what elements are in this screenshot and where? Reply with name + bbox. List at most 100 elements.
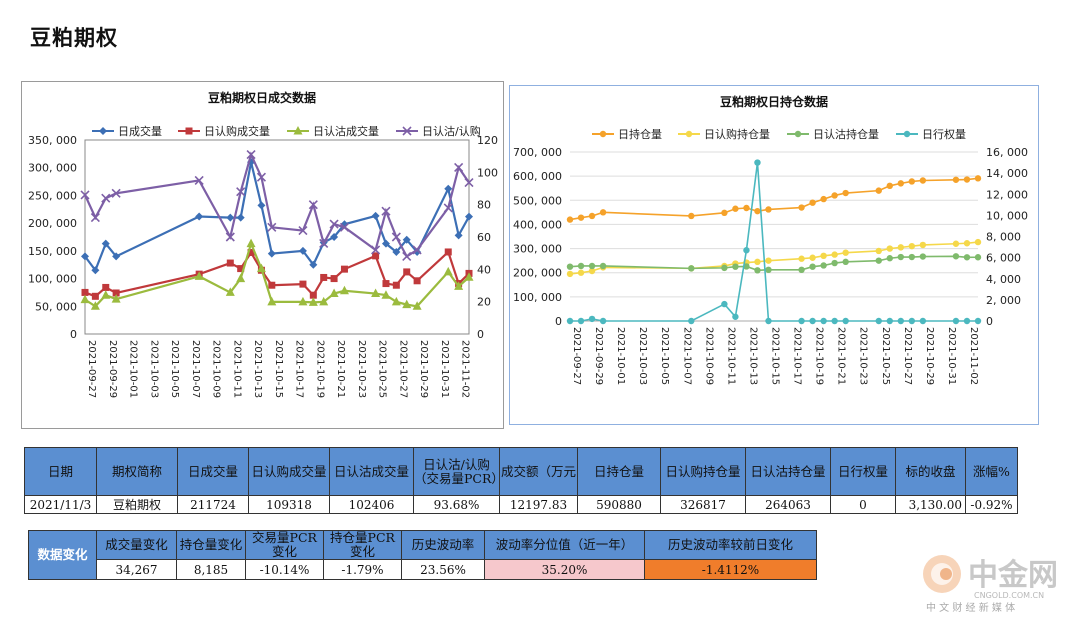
header-vol-percentile: 波动率分位值（近一年） (484, 530, 645, 560)
data-point (588, 262, 596, 270)
data-point (820, 262, 827, 269)
data-point (566, 270, 574, 278)
data-point (952, 240, 960, 247)
data-point (298, 225, 308, 236)
legend-label: 日认购成交量 (204, 124, 270, 138)
legend-item: 日认购成交量 (178, 124, 270, 138)
data-point (111, 294, 121, 303)
data-point (875, 257, 882, 264)
data-point (101, 193, 111, 203)
data-point (952, 317, 960, 325)
data-point (566, 317, 574, 325)
data-point (688, 265, 695, 272)
data-point (319, 238, 329, 249)
data-point (919, 241, 927, 249)
data-point (391, 232, 401, 242)
x-tick-label: 2021-10-15 (273, 340, 284, 398)
x-tick-label: 2021-10-01 (128, 340, 139, 398)
legend-label: 日行权量 (922, 128, 966, 141)
y-right-tick-label: 40 (477, 263, 491, 276)
cell-turnover: 12197.83 (499, 495, 578, 514)
data-point (685, 130, 693, 138)
data-point (402, 235, 411, 244)
data-point (226, 213, 235, 222)
data-point (392, 247, 401, 256)
data-point (225, 232, 235, 242)
y-right-tick-label: 6, 000 (986, 252, 1021, 265)
data-point (732, 313, 739, 320)
data-point (919, 317, 927, 325)
data-point (246, 238, 256, 248)
data-point (391, 296, 401, 306)
cell-option-name: 豆粕期权 (96, 495, 178, 514)
data-point (809, 263, 816, 270)
header-call-oi: 日认购持仓量 (660, 447, 746, 496)
x-tick-label: 2021-10-01 (615, 327, 626, 385)
x-tick-label: 2021-11-02 (460, 340, 471, 398)
open-interest-chart-panel: 豆粕期权日持仓数据 日持仓量 日认购持仓量 日认沽持仓量 日行权量 0 100, 000 20… (509, 85, 1039, 425)
data-point (963, 317, 971, 325)
data-point (831, 192, 838, 199)
data-point (721, 264, 728, 272)
data-point (112, 289, 120, 297)
data-point (194, 175, 204, 185)
legend-label: 日认沽/认购 (422, 124, 481, 138)
cell-underlying-close: 3,130.00 (895, 495, 966, 514)
header-hist-vol-change: 历史波动率较前日变化 (644, 530, 817, 560)
x-tick-label: 2021-10-29 (924, 327, 935, 385)
data-point (798, 204, 805, 211)
data-point (599, 262, 607, 270)
data-point (842, 189, 849, 197)
data-point (340, 265, 348, 273)
data-point (236, 187, 246, 197)
data-point (298, 246, 307, 255)
data-point (794, 130, 802, 138)
legend-item: 日行权量 (896, 128, 966, 141)
data-point (886, 255, 893, 262)
data-point (831, 259, 838, 267)
header-volume: 日成交量 (177, 447, 249, 496)
header-volume-pcr-change: 交易量PCR变化 (245, 530, 324, 560)
legend-item: 日认沽成交量 (287, 124, 379, 138)
cell-vol-percentile: 35.20% (484, 559, 645, 580)
data-point (246, 149, 256, 160)
y-right-tick-label: 2, 000 (986, 294, 1021, 307)
legend-label: 日认沽成交量 (313, 124, 379, 138)
watermark-site: CNGOLD.COM.CN (974, 591, 1044, 600)
x-tick-label: 2021-10-23 (356, 340, 367, 398)
data-point (381, 239, 390, 248)
x-tick-label: 2021-10-13 (747, 327, 758, 385)
cngold-watermark-logo: 中金网 CNGOLD.COM.CN 中 文 财 经 新 媒 体 (918, 548, 1078, 618)
header-option-name: 期权简称 (96, 447, 178, 496)
data-point (886, 182, 893, 189)
x-tick-label: 2021-10-19 (314, 340, 325, 398)
data-point (831, 251, 838, 258)
x-tick-label: 2021-10-21 (335, 340, 346, 398)
y-left-tick-label: 400, 000 (513, 218, 562, 231)
data-point (743, 204, 750, 212)
data-point (798, 255, 805, 262)
data-point (194, 271, 204, 280)
data-point (90, 301, 100, 310)
x-tick-label: 2021-10-03 (637, 327, 648, 385)
x-tick-label: 2021-10-07 (190, 340, 201, 398)
data-point (320, 273, 328, 281)
x-tick-label: 2021-10-17 (792, 327, 803, 385)
data-point (743, 247, 750, 254)
chart-title: 豆粕期权日持仓数据 (720, 94, 828, 109)
chart-title: 豆粕期权日成交数据 (208, 90, 316, 105)
x-tick-label: 2021-10-03 (148, 340, 159, 398)
data-point (464, 272, 474, 281)
y-right-tick-label: 10, 000 (986, 209, 1028, 222)
data-point (754, 267, 761, 274)
data-change-table: 数据变化 成交量变化 持仓量变化 交易量PCR变化 持仓量PCR变化 历史波动率… (28, 530, 817, 580)
legend-item: 日认沽/认购 (396, 124, 481, 138)
data-point (809, 317, 816, 325)
data-point (111, 188, 121, 198)
x-tick-label: 2021-10-17 (294, 340, 305, 398)
plot-area (84, 139, 470, 335)
x-tick-label: 2021-10-09 (211, 340, 222, 398)
data-point (831, 317, 838, 325)
data-point (454, 231, 463, 240)
data-point (820, 195, 827, 203)
